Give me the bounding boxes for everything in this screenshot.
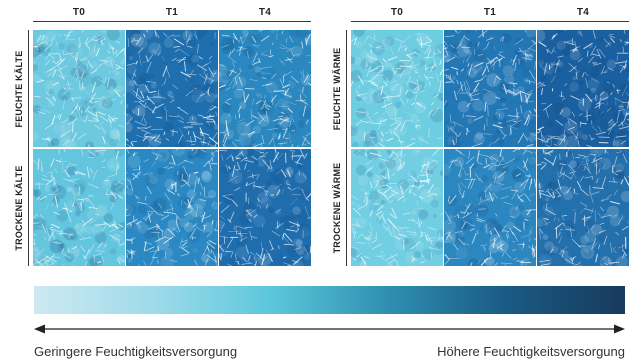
moisture-gradient-bar bbox=[34, 286, 625, 314]
header-rule-right bbox=[351, 21, 629, 22]
row-label-feuchte-kaelte: FEUCHTE KÄLTE bbox=[14, 50, 24, 128]
micrograph-trockene-waerme-t4 bbox=[537, 149, 629, 266]
column-header-t4-right: T4 bbox=[576, 7, 590, 18]
header-rule-left bbox=[33, 21, 311, 22]
column-header-t0-left: T0 bbox=[72, 7, 86, 18]
row-rule-left bbox=[28, 30, 29, 266]
micrograph-feuchte-waerme-t1 bbox=[444, 30, 536, 147]
micrograph-trockene-waerme-t0 bbox=[351, 149, 443, 266]
micrograph-trockene-kaelte-t4 bbox=[219, 149, 311, 266]
micrograph-trockene-kaelte-t0 bbox=[33, 149, 125, 266]
row-label-trockene-kaelte: TROCKENE KÄLTE bbox=[14, 165, 24, 251]
scale-label-lower: Geringere Feuchtigkeitsversorgung bbox=[34, 344, 238, 359]
column-header-t4-left: T4 bbox=[258, 7, 272, 18]
row-label-trockene-waerme: TROCKENE WÄRME bbox=[332, 162, 342, 254]
scale-label-higher: Höhere Feuchtigkeitsversorgung bbox=[437, 344, 625, 359]
micrograph-feuchte-kaelte-t0 bbox=[33, 30, 125, 147]
row-label-feuchte-waerme: FEUCHTE WÄRME bbox=[332, 47, 342, 131]
micrograph-feuchte-waerme-t4 bbox=[537, 30, 629, 147]
column-header-t1-left: T1 bbox=[165, 7, 179, 18]
micrograph-feuchte-kaelte-t1 bbox=[126, 30, 218, 147]
micrograph-feuchte-waerme-t0 bbox=[351, 30, 443, 147]
micrograph-trockene-waerme-t1 bbox=[444, 149, 536, 266]
micrograph-trockene-kaelte-t1 bbox=[126, 149, 218, 266]
column-header-t1-right: T1 bbox=[483, 7, 497, 18]
row-rule-right bbox=[346, 30, 347, 266]
double-arrow bbox=[34, 324, 625, 334]
micrograph-feuchte-kaelte-t4 bbox=[219, 30, 311, 147]
column-header-t0-right: T0 bbox=[390, 7, 404, 18]
